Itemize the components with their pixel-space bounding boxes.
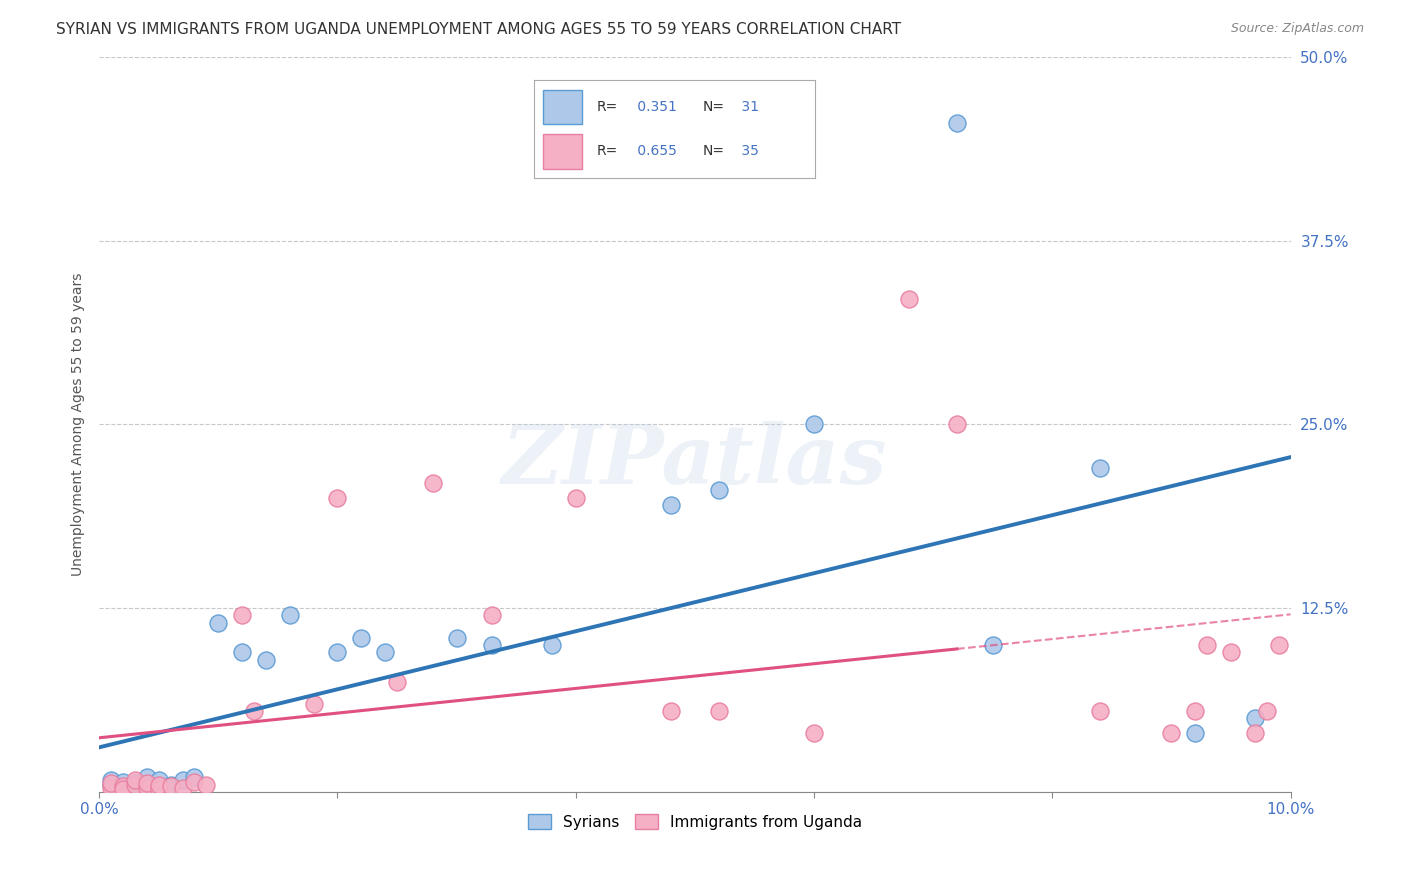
Point — [124, 773, 146, 788]
Point — [1197, 638, 1219, 652]
Point — [124, 776, 146, 790]
Text: 35: 35 — [737, 145, 759, 159]
Point — [1088, 704, 1111, 718]
Point — [159, 778, 181, 792]
Point — [1243, 711, 1265, 725]
Point — [541, 638, 564, 652]
Point — [659, 498, 682, 512]
Point — [898, 293, 921, 307]
Point — [100, 780, 122, 795]
Point — [981, 638, 1004, 652]
FancyBboxPatch shape — [543, 90, 582, 124]
Point — [148, 779, 170, 793]
Point — [111, 779, 134, 793]
Point — [148, 778, 170, 792]
Point — [1160, 726, 1182, 740]
Point — [111, 782, 134, 797]
Point — [1220, 645, 1243, 659]
Point — [159, 779, 181, 793]
Point — [231, 645, 253, 659]
Point — [946, 116, 969, 130]
Point — [148, 773, 170, 788]
Point — [183, 774, 205, 789]
Text: N=: N= — [703, 145, 725, 159]
Y-axis label: Unemployment Among Ages 55 to 59 years: Unemployment Among Ages 55 to 59 years — [72, 273, 86, 576]
Legend: Syrians, Immigrants from Uganda: Syrians, Immigrants from Uganda — [522, 807, 868, 836]
Point — [326, 645, 349, 659]
Point — [135, 778, 157, 792]
Text: 0.351: 0.351 — [633, 100, 676, 114]
Point — [1088, 461, 1111, 475]
Point — [1256, 704, 1278, 718]
Point — [707, 483, 730, 498]
Point — [124, 778, 146, 792]
Point — [124, 780, 146, 795]
Point — [374, 645, 396, 659]
Point — [111, 774, 134, 789]
Point — [207, 615, 229, 630]
Point — [326, 491, 349, 505]
Point — [803, 417, 825, 432]
Point — [243, 704, 266, 718]
Point — [100, 776, 122, 790]
Point — [1184, 704, 1206, 718]
Text: R=: R= — [596, 100, 617, 114]
Text: SYRIAN VS IMMIGRANTS FROM UGANDA UNEMPLOYMENT AMONG AGES 55 TO 59 YEARS CORRELAT: SYRIAN VS IMMIGRANTS FROM UGANDA UNEMPLO… — [56, 22, 901, 37]
Text: ZIPatlas: ZIPatlas — [502, 421, 887, 501]
Point — [183, 770, 205, 784]
Point — [1243, 726, 1265, 740]
Point — [231, 608, 253, 623]
Point — [946, 417, 969, 432]
Point — [100, 778, 122, 792]
Point — [135, 770, 157, 784]
Point — [111, 779, 134, 793]
Text: N=: N= — [703, 100, 725, 114]
Point — [446, 631, 468, 645]
Point — [422, 476, 444, 491]
Text: 0.655: 0.655 — [633, 145, 676, 159]
Point — [481, 638, 503, 652]
Point — [350, 631, 373, 645]
Point — [172, 773, 194, 788]
Text: 31: 31 — [737, 100, 759, 114]
Point — [1184, 726, 1206, 740]
Point — [1267, 638, 1289, 652]
Point — [195, 778, 218, 792]
Point — [135, 776, 157, 790]
Point — [278, 608, 301, 623]
Point — [148, 782, 170, 797]
Point — [100, 773, 122, 788]
Point — [803, 726, 825, 740]
Point — [385, 674, 408, 689]
Point — [481, 608, 503, 623]
Point — [707, 704, 730, 718]
FancyBboxPatch shape — [543, 134, 582, 169]
Point — [564, 491, 586, 505]
Point — [172, 780, 194, 795]
Point — [254, 652, 277, 666]
Text: Source: ZipAtlas.com: Source: ZipAtlas.com — [1230, 22, 1364, 36]
Point — [135, 780, 157, 795]
Point — [302, 697, 325, 711]
Point — [659, 704, 682, 718]
Text: R=: R= — [596, 145, 617, 159]
